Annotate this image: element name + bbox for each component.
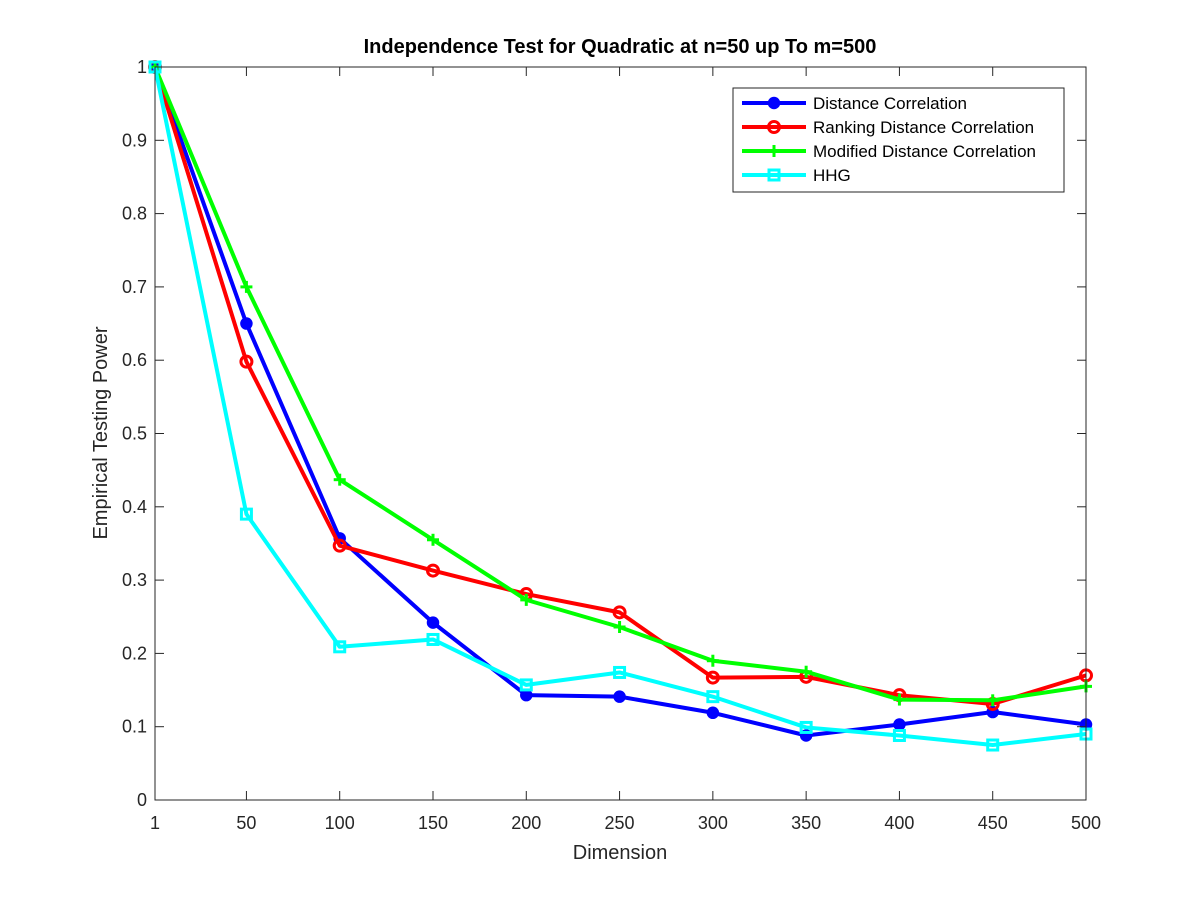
y-tick-label: 0 bbox=[137, 790, 147, 810]
legend-label: Distance Correlation bbox=[813, 94, 967, 113]
y-tick-label: 0.6 bbox=[122, 350, 147, 370]
series-line bbox=[153, 66, 1087, 748]
x-tick-label: 500 bbox=[1071, 813, 1101, 833]
data-point bbox=[613, 665, 627, 679]
x-tick-label: 400 bbox=[884, 813, 914, 833]
data-point bbox=[706, 690, 720, 704]
legend-entry: Distance Correlation bbox=[742, 94, 967, 113]
data-point bbox=[333, 640, 347, 654]
x-tick-label: 200 bbox=[511, 813, 541, 833]
tick-layer: 1 50 100 150 200 250 300 350 400 450 50000.10.20.3… bbox=[122, 57, 1101, 833]
x-tick-label: 100 bbox=[325, 813, 355, 833]
x-axis-label: Dimension bbox=[573, 842, 667, 864]
legend-entry: Modified Distance Correlation bbox=[742, 142, 1036, 161]
data-point bbox=[333, 473, 346, 486]
x-tick-label: 50 bbox=[236, 813, 256, 833]
series-layer bbox=[148, 60, 1093, 752]
x-tick-label: 350 bbox=[791, 813, 821, 833]
legend-marker bbox=[767, 168, 781, 182]
data-point bbox=[612, 605, 627, 620]
data-point bbox=[705, 670, 720, 685]
data-point bbox=[519, 678, 533, 692]
y-tick-label: 0.4 bbox=[122, 497, 147, 517]
x-tick-label: 1 bbox=[150, 813, 160, 833]
y-tick-label: 0.7 bbox=[122, 277, 147, 297]
data-point bbox=[332, 538, 347, 553]
data-point bbox=[893, 718, 906, 731]
data-point bbox=[426, 533, 439, 546]
data-point bbox=[800, 665, 813, 678]
y-tick-label: 0.8 bbox=[122, 204, 147, 224]
y-tick-label: 0.3 bbox=[122, 570, 147, 590]
data-point bbox=[240, 317, 253, 330]
data-point bbox=[706, 654, 719, 667]
y-tick-label: 0.5 bbox=[122, 424, 147, 444]
x-tick-label: 150 bbox=[418, 813, 448, 833]
legend-label: HHG bbox=[813, 166, 851, 185]
data-point bbox=[426, 616, 440, 629]
legend-label: Modified Distance Correlation bbox=[813, 142, 1036, 161]
data-point bbox=[893, 693, 906, 706]
data-point bbox=[426, 632, 440, 646]
legend-entry: HHG bbox=[742, 166, 851, 185]
legend-label: Ranking Distance Correlation bbox=[813, 118, 1034, 137]
series-1 bbox=[148, 60, 1093, 742]
plot-frame bbox=[154, 66, 1087, 801]
legend: Distance Correlation Ranking Distance Cor… bbox=[732, 87, 1065, 193]
y-tick-label: 0.2 bbox=[122, 643, 147, 663]
data-point bbox=[425, 563, 440, 578]
data-point bbox=[706, 706, 720, 720]
legend-marker bbox=[767, 96, 781, 110]
data-point bbox=[239, 507, 253, 521]
data-point bbox=[240, 280, 253, 293]
x-tick-label: 300 bbox=[698, 813, 728, 833]
data-point bbox=[520, 593, 533, 606]
y-tick-label: 1 bbox=[137, 57, 147, 77]
series-4 bbox=[148, 60, 1093, 752]
x-tick-label: 250 bbox=[605, 813, 635, 833]
chart-title: Independence Test for Quadratic at n=50 … bbox=[364, 36, 877, 58]
legend-marker bbox=[768, 145, 780, 157]
series-3 bbox=[149, 61, 1092, 707]
data-point bbox=[239, 354, 254, 369]
legend-marker bbox=[767, 120, 781, 134]
data-point bbox=[892, 728, 906, 742]
x-tick-label: 450 bbox=[978, 813, 1008, 833]
y-axis-label: Empirical Testing Power bbox=[90, 326, 112, 539]
legend-entry: Ranking Distance Correlation bbox=[742, 118, 1034, 137]
data-point bbox=[613, 621, 626, 634]
y-tick-label: 0.1 bbox=[122, 717, 147, 737]
data-point bbox=[799, 720, 813, 734]
data-point bbox=[986, 694, 999, 707]
data-point bbox=[613, 690, 626, 703]
y-tick-label: 0.9 bbox=[122, 130, 147, 150]
data-point bbox=[986, 738, 1000, 752]
